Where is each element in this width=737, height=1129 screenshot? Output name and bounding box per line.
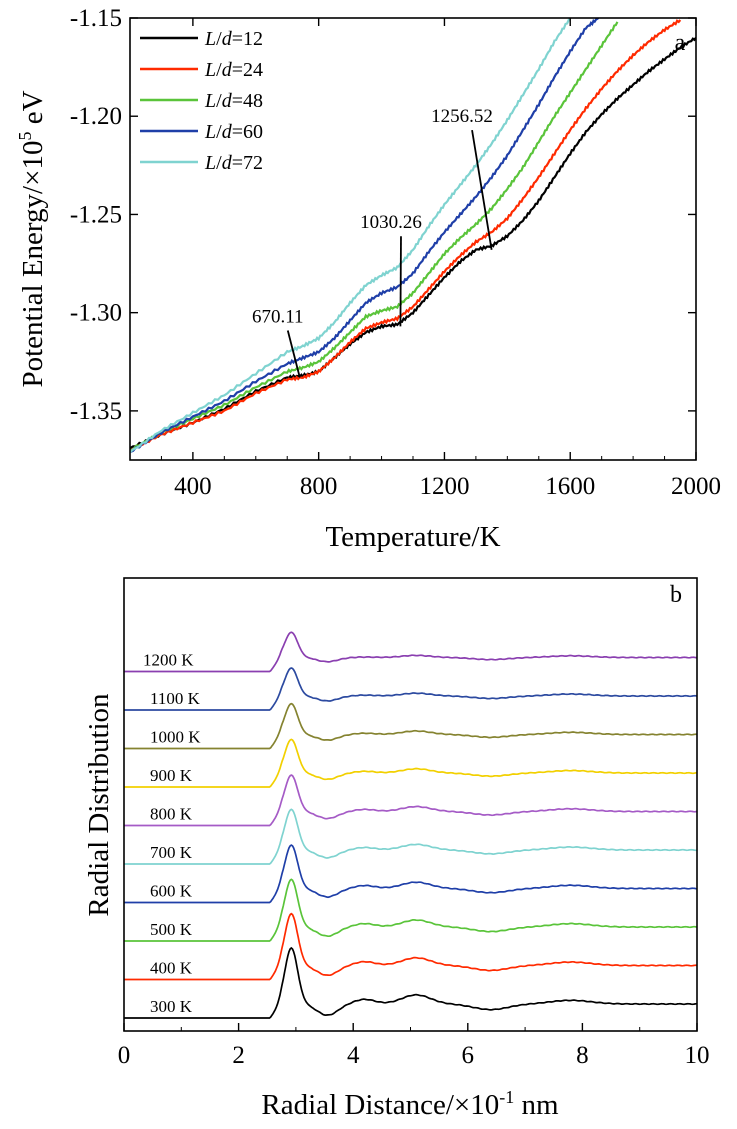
rdf-label-700-k: 700 K (150, 843, 193, 862)
panel-a-axis-ticks: 400 800 1200 1600 2000 -1.15 -1.20 -1.25 -1.30 -1… (70, 5, 721, 500)
rdf-curve-300-k (124, 946, 697, 1019)
rdf-label-1200-k: 1200 K (143, 651, 194, 670)
annotation-leader (471, 129, 493, 250)
panel-b-x-axis-title: Radial Distance/×10-1 nm (261, 1087, 559, 1121)
rdf-curve-1200-k (124, 631, 697, 673)
y-tick-label: -1.30 (70, 300, 122, 327)
panel-a-y-axis-title-suffix: eV (17, 90, 49, 131)
x-tick-label: 1200 (419, 473, 469, 500)
rdf-curve-700-k (124, 808, 697, 865)
legend-label-l-d-24: L/d=24 (204, 59, 263, 81)
legend-label-l-d-60: L/d=60 (204, 121, 263, 143)
panel-a-y-axis-title-exponent: 5 (15, 132, 35, 141)
rdf-label-300-k: 300 K (150, 997, 193, 1016)
series-line-l-d-12 (130, 36, 696, 450)
panel-a-plot-frame (129, 17, 697, 461)
x-tick-label: 8 (576, 1042, 589, 1069)
annotation-leader (286, 330, 301, 378)
panel-a-legend: L/d=12 L/d=24 L/d=48 L/d=60 L/d=72 (140, 28, 263, 174)
series-line-l-d-60 (130, 18, 600, 454)
rdf-label-1100-k: 1100 K (150, 689, 201, 708)
y-tick-label: -1.15 (70, 5, 122, 32)
panel-a-tag: a (675, 30, 686, 56)
x-tick-label: 10 (685, 1042, 710, 1069)
y-tick-label: -1.25 (70, 201, 122, 228)
x-tick-label: 2 (232, 1042, 245, 1069)
rdf-label-800-k: 800 K (150, 805, 193, 824)
panel-a-series-group (130, 18, 696, 454)
panel-a-potential-energy-chart: 670.11 1030.26 1256.52 400 800 1200 1600 2000 -… (15, 5, 721, 553)
panel-b-series-group (124, 631, 697, 1019)
panel-b-y-axis-title: Radial Distribution (83, 693, 115, 917)
x-tick-label: 6 (462, 1042, 475, 1069)
rdf-curve-1000-k (124, 702, 697, 750)
legend-label-l-d-72: L/d=72 (204, 152, 263, 174)
panel-a-y-axis-title-prefix: Potential Energy/×10 (17, 141, 49, 388)
annotation-1256-52: 1256.52 (431, 106, 493, 127)
y-tick-label: -1.20 (70, 103, 122, 130)
panel-b-x-axis-title-exponent: -1 (499, 1087, 514, 1107)
panel-b-tag: b (670, 582, 682, 608)
panel-a-y-axis-title: Potential Energy/×105 eV (15, 90, 49, 387)
rdf-curve-400-k (124, 912, 697, 981)
rdf-label-400-k: 400 K (150, 959, 193, 978)
rdf-curve-1100-k (124, 667, 697, 711)
panel-b-x-axis-title-suffix: nm (514, 1089, 559, 1121)
rdf-curve-900-k (124, 738, 697, 788)
panel-b-axis-ticks: 0 2 4 6 8 10 (118, 1023, 710, 1069)
x-tick-label: 800 (300, 473, 338, 500)
legend-label-l-d-12: L/d=12 (204, 28, 263, 50)
annotation-670-11: 670.11 (252, 306, 304, 327)
rdf-curve-500-k (124, 878, 697, 942)
rdf-label-500-k: 500 K (150, 920, 193, 939)
panel-b-x-axis-title-prefix: Radial Distance/×10 (261, 1089, 499, 1121)
annotation-leader (399, 236, 402, 327)
legend-label-l-d-48: L/d=48 (204, 90, 263, 112)
x-tick-label: 4 (347, 1042, 360, 1069)
x-tick-label: 0 (118, 1042, 131, 1069)
rdf-label-1000-k: 1000 K (150, 728, 201, 747)
rdf-curve-800-k (124, 774, 697, 827)
x-tick-label: 1600 (545, 473, 595, 500)
x-tick-label: 400 (174, 473, 212, 500)
panel-b-radial-distribution-chart: 300 K 400 K 500 K 600 K 700 K 800 K 900 K 1000 … (83, 577, 710, 1121)
panel-a-x-axis-title: Temperature/K (325, 521, 500, 553)
rdf-curve-600-k (124, 844, 697, 904)
panel-a-annotations: 670.11 1030.26 1256.52 (252, 106, 493, 378)
rdf-label-900-k: 900 K (150, 766, 193, 785)
panel-b-plot-frame (123, 577, 698, 1032)
x-tick-label: 2000 (671, 473, 721, 500)
rdf-label-600-k: 600 K (150, 882, 193, 901)
series-line-l-d-48 (130, 21, 619, 452)
series-line-l-d-72 (130, 18, 572, 453)
series-line-l-d-24 (130, 19, 682, 452)
panel-b-series-labels: 300 K 400 K 500 K 600 K 700 K 800 K 900 K 1000 … (143, 651, 201, 1017)
y-tick-label: -1.35 (70, 398, 122, 425)
annotation-1030-26: 1030.26 (360, 212, 422, 233)
